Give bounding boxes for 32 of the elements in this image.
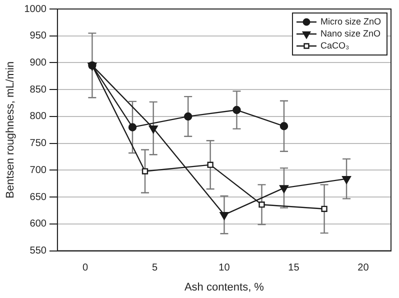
y-tick-label: 1000 [24, 4, 47, 15]
point [148, 125, 158, 134]
y-tick-label: 800 [30, 111, 47, 122]
y-tick-label: 750 [30, 138, 47, 150]
point [321, 206, 328, 212]
x-tick-label: 5 [152, 262, 158, 274]
point [342, 176, 352, 184]
x-tick-label: 10 [218, 262, 230, 274]
point [142, 168, 148, 174]
x-axis-title: Ash contents, % [184, 281, 264, 294]
legend-label: Nano size ZnO [320, 28, 381, 38]
point [220, 212, 229, 220]
legend-label: CaCO₃ [320, 40, 350, 50]
x-tick-label: 0 [82, 262, 88, 274]
y-tick-label: 600 [30, 218, 47, 230]
point [280, 122, 288, 130]
y-tick-label: 650 [30, 192, 47, 203]
y-tick-label: 900 [30, 57, 47, 68]
y-axis-title: Bentsen roughness, mL/min [4, 61, 17, 198]
point [258, 202, 265, 208]
point [184, 112, 192, 121]
y-tick-label: 850 [30, 84, 47, 96]
y-tick-label: 950 [30, 30, 47, 42]
point [207, 162, 214, 168]
x-tick-label: 15 [288, 262, 300, 274]
point [128, 123, 137, 132]
y-tick-label: 700 [30, 164, 47, 176]
x-tick-label: 20 [358, 262, 370, 274]
point [279, 185, 288, 194]
point [232, 106, 241, 114]
y-tick-label: 550 [30, 246, 47, 257]
legend-label: Micro size ZnO [320, 16, 382, 26]
